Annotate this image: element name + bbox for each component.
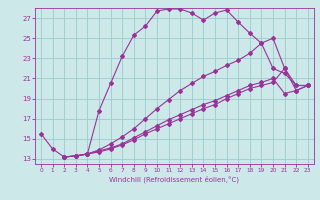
X-axis label: Windchill (Refroidissement éolien,°C): Windchill (Refroidissement éolien,°C) [109,176,239,183]
